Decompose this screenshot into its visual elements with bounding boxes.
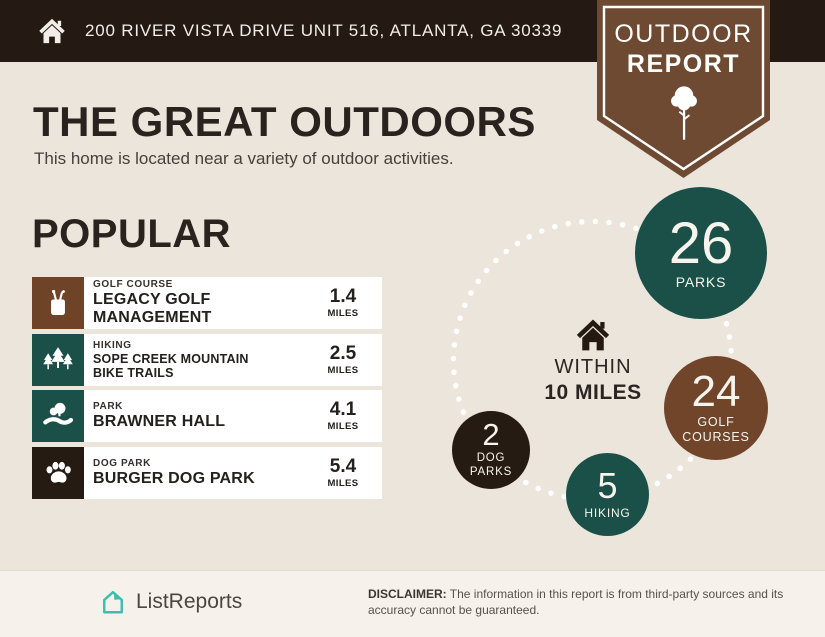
stat-circle-golf-courses: 24 GOLF COURSES [664,356,768,460]
home-icon-center [576,319,610,351]
item-distance: 1.4 [329,286,357,307]
popular-item-hiking: HIKING SOPE CREEK MOUNTAIN BIKE TRAILS 2… [32,334,382,386]
item-distance-unit: MILES [327,365,359,376]
disclaimer-body: The information in this report is from t… [368,587,784,617]
stat-value: 2 [482,416,500,452]
item-category: GOLF COURSE [93,279,173,290]
popular-item-golf-course: GOLF COURSE LEGACY GOLF MANAGEMENT 1.4 M… [32,277,382,329]
disclaimer-label: DISCLAIMER: [368,587,447,601]
item-distance: 5.4 [329,456,357,477]
item-name: SOPE CREEK MOUNTAIN BIKE TRAILS [93,351,249,380]
popular-heading: POPULAR [32,212,232,256]
item-name: BURGER DOG PARK [93,470,255,487]
item-name: LEGACY GOLF MANAGEMENT [93,291,212,326]
home-icon [39,18,65,44]
stat-value: 26 [668,210,734,276]
brand-name: ListReports [136,590,243,613]
item-distance-unit: MILES [327,308,359,319]
within-radius-label: WITHIN 10 MILES [544,356,642,404]
disclaimer-text: DISCLAIMER: The information in this repo… [368,587,820,619]
item-distance: 2.5 [329,343,357,364]
page-subtitle: This home is located near a variety of o… [34,149,454,168]
badge-line1: OUTDOOR [614,20,753,48]
stat-value: 24 [691,366,741,416]
stat-circle-dog-parks: 2 DOG PARKS [452,411,530,489]
item-distance: 4.1 [329,399,357,420]
golf-bag-icon [32,277,84,329]
paw-icon [32,447,84,499]
item-category: PARK [93,401,123,412]
stat-label: PARKS [675,273,727,290]
property-address: 200 RIVER VISTA DRIVE UNIT 516, ATLANTA,… [85,21,563,40]
page-title: THE GREAT OUTDOORS [33,98,536,145]
outdoor-report-badge: OUTDOOR REPORT [597,0,770,179]
tree-icon [671,86,697,140]
item-distance-unit: MILES [327,478,359,489]
listreports-house-icon [103,590,123,614]
popular-item-park: PARK BRAWNER HALL 4.1 MILES [32,390,382,442]
park-tree-icon [32,390,84,442]
stat-circle-hiking: 5 HIKING [566,453,649,536]
item-name: BRAWNER HALL [93,413,226,430]
item-category: DOG PARK [93,458,151,469]
pine-trees-icon [32,334,84,386]
item-category: HIKING [93,339,132,351]
footer-bar: ListReports DISCLAIMER: The information … [0,570,825,637]
stat-value: 5 [597,464,618,506]
stat-label: DOG PARKS [469,452,513,479]
badge-line2: REPORT [626,50,741,78]
listreports-logo: ListReports [99,588,242,616]
popular-item-dog-park: DOG PARK BURGER DOG PARK 5.4 MILES [32,447,382,499]
stat-label: GOLF COURSES [682,415,750,445]
stat-circle-parks: 26 PARKS [635,187,767,319]
item-distance-unit: MILES [327,421,359,432]
stat-label: HIKING [584,505,631,520]
